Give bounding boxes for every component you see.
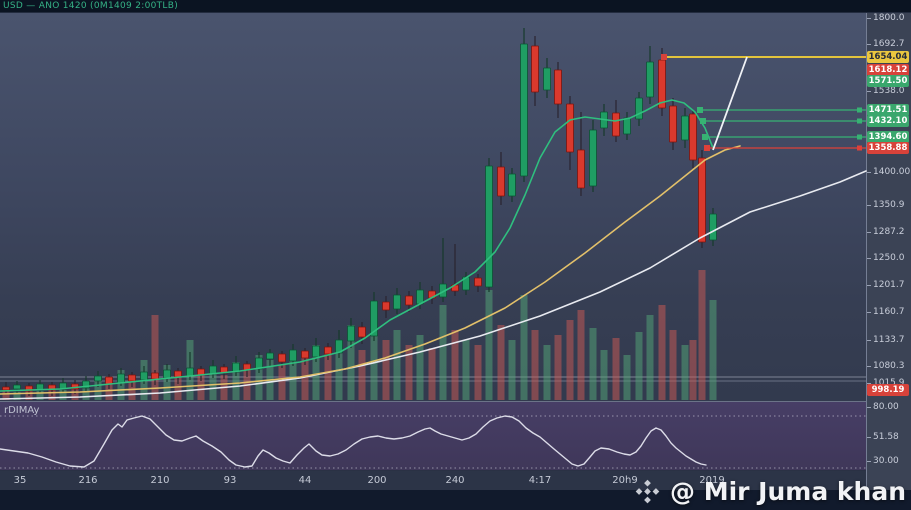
price-badge: 1432.10 (867, 115, 909, 127)
price-axis-label: 1015.9 (867, 378, 905, 388)
price-axis-label: 1201.7 (867, 280, 905, 290)
time-axis-label: 35 (13, 475, 27, 486)
price-badge: 1358.88 (867, 142, 909, 154)
bottom-strip (0, 490, 911, 510)
chart-title-bar: USD — ANO 1420 (0M1409 2:00TLB) (0, 0, 911, 13)
price-axis-label: 1400.00 (866, 167, 911, 177)
price-badge: 998.19 (867, 384, 909, 396)
price-badge: 1571.50 (867, 75, 909, 87)
price-axis-label: 1800.0 (867, 13, 905, 23)
time-axis-label: 240 (445, 475, 465, 486)
indicator-label: rDIMAy (4, 405, 40, 416)
price-axis-label: 1538.0 (867, 86, 905, 96)
watermark: @ Mir Juma khan (634, 477, 906, 506)
rsi-axis-label: 80.00 (867, 402, 899, 412)
time-axis-label: 200 (367, 475, 387, 486)
price-axis-label: 1692.7 (867, 39, 905, 49)
time-axis-label: 2019 (699, 475, 725, 486)
price-axis[interactable] (866, 12, 911, 490)
price-badge: 1618.12 (867, 64, 909, 76)
time-axis-label: 4:17 (528, 475, 552, 486)
price-badge: 1471.51 (867, 104, 909, 116)
price-axis-label: 1287.2 (867, 227, 905, 237)
price-axis-label: 1250.0 (867, 253, 905, 263)
symbol-title: USD — ANO 1420 (0M1409 2:00TLB) (3, 1, 179, 11)
time-axis-label: 44 (298, 475, 312, 486)
time-axis-label: 20h9 (612, 475, 638, 486)
price-axis-label: 1160.7 (867, 307, 905, 317)
price-axis-label: 1133.7 (867, 335, 905, 345)
time-axis-label: 93 (223, 475, 237, 486)
rsi-axis-label: 51.58 (867, 432, 899, 442)
price-badge: 1394.60 (867, 131, 909, 143)
price-axis-label: 1350.9 (867, 200, 905, 210)
time-axis-label: 216 (78, 475, 98, 486)
price-badge: 1654.04 (867, 51, 909, 63)
time-axis[interactable] (0, 471, 866, 490)
price-axis-label: 1080.3 (867, 361, 905, 371)
time-axis-label: 210 (150, 475, 170, 486)
rsi-pane[interactable] (0, 402, 866, 471)
watermark-handle: @ Mir Juma khan (670, 477, 906, 506)
rsi-axis-label: 30.00 (867, 456, 899, 466)
main-chart-pane[interactable] (0, 12, 866, 402)
binance-logo-icon (635, 479, 660, 504)
